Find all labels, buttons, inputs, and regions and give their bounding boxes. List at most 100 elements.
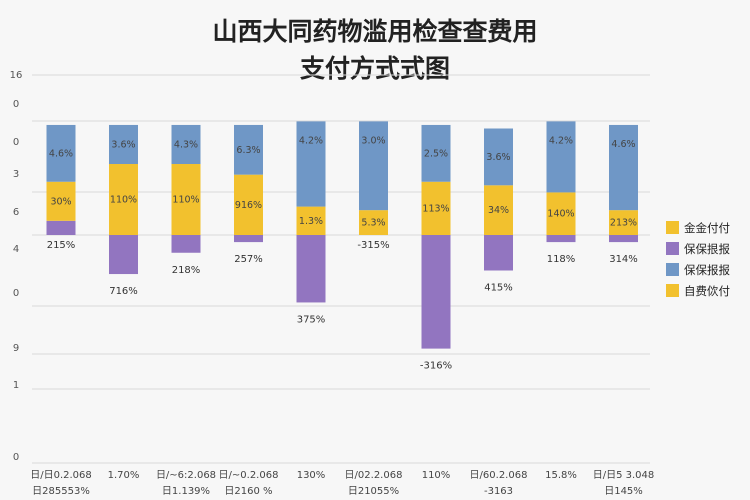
- purple-segment-label: 314%: [609, 254, 638, 265]
- x-tick-sublabel: 日285553%: [32, 486, 90, 497]
- blue-segment-label: 4.6%: [611, 139, 635, 150]
- y-tick-label: 0: [13, 452, 19, 463]
- chart-title-line-2: 支付方式式图: [300, 54, 450, 83]
- yellow-segment-label: 34%: [488, 205, 509, 216]
- bar-yellow-segment: [421, 181, 451, 235]
- purple-segment-label: 415%: [484, 283, 513, 294]
- legend-label: 金金付付: [684, 221, 730, 235]
- bar-yellow-segment: [46, 181, 76, 221]
- bar-blue-segment: [296, 121, 326, 207]
- purple-segment-label: 118%: [547, 254, 576, 265]
- bar-blue-segment: [484, 128, 513, 186]
- bar-yellow-segment: [546, 192, 576, 235]
- purple-segment-label: 716%: [109, 286, 138, 297]
- blue-segment-label: 4.6%: [49, 148, 73, 159]
- bar-blue-segment: [421, 124, 451, 182]
- yellow-segment-label: 140%: [547, 209, 574, 220]
- x-tick-label: 日/60.2.068: [470, 470, 528, 481]
- yellow-segment-label: 113%: [422, 203, 449, 214]
- y-tick-label: 16: [10, 70, 23, 81]
- x-tick-label: 日/日0.2.068: [30, 470, 92, 481]
- blue-segment-label: 3.6%: [111, 139, 135, 150]
- x-tick-label: 130%: [297, 470, 326, 481]
- y-tick-label: 3: [13, 169, 19, 180]
- y-tick-label: 0: [13, 137, 19, 148]
- bar-purple-segment: [296, 235, 326, 303]
- bar-yellow-segment: [609, 210, 638, 235]
- yellow-segment-label: 110%: [172, 195, 199, 206]
- y-tick-label: 4: [13, 244, 19, 255]
- x-tick-sublabel: 日21055%: [348, 486, 399, 497]
- purple-segment-label: -316%: [420, 361, 452, 372]
- x-tick-label: 日/02.2.068: [345, 470, 403, 481]
- yellow-segment-label: 110%: [110, 195, 137, 206]
- bar-yellow-segment: [234, 174, 263, 235]
- purple-segment-label: 215%: [47, 240, 76, 251]
- x-tick-sublabel: 日1.139%: [162, 486, 210, 497]
- bar-purple-segment: [234, 235, 263, 243]
- bar-yellow-segment: [484, 185, 513, 235]
- legend-swatch: [666, 221, 679, 234]
- bar-blue-segment: [46, 124, 76, 182]
- bars: [46, 121, 638, 349]
- y-tick-label: 9: [13, 343, 19, 354]
- bar-purple-segment: [109, 235, 138, 275]
- x-tick-sublabel: -3163: [484, 486, 513, 497]
- yellow-segment-label: 1.3%: [299, 216, 323, 227]
- legend-label: 自费佽付: [684, 284, 730, 298]
- purple-segment-label: 375%: [297, 314, 326, 325]
- x-tick-label: 日/日5 3.048: [593, 470, 655, 481]
- x-axis-ticks: 日/日0.2.068 日285553% 1.70% 日/~6:2.068 日1.139%…: [30, 470, 654, 497]
- bar-blue-segment: [546, 121, 576, 193]
- bar-purple-segment: [484, 235, 513, 271]
- blue-segment-label: 2.5%: [424, 148, 448, 159]
- legend-label: 保保报报: [684, 263, 730, 277]
- bar-yellow-segment: [109, 164, 138, 235]
- legend-swatch: [666, 284, 679, 297]
- blue-segment-label: 4.3%: [174, 139, 198, 150]
- x-tick-sublabel: 日2160 %: [224, 486, 272, 497]
- y-axis-ticks: 16 0 0 3 6 4 0 9 1 0: [10, 70, 23, 463]
- y-tick-label: 1: [13, 380, 19, 391]
- bar-purple-segment: [421, 235, 451, 349]
- yellow-segment-label: 30%: [50, 196, 71, 207]
- bar-blue-segment: [609, 124, 638, 211]
- y-tick-label: 0: [13, 99, 19, 110]
- blue-segment-label: 4.2%: [549, 135, 573, 146]
- blue-segment-label: 4.2%: [299, 135, 323, 146]
- legend-label: 保保拫报: [684, 242, 730, 256]
- y-tick-label: 0: [13, 288, 19, 299]
- legend-swatch: [666, 263, 679, 276]
- chart-title-line-1: 山西大同药物滥用检查查费用: [212, 17, 537, 46]
- blue-segment-label: 3.0%: [361, 135, 385, 146]
- legend-swatch: [666, 242, 679, 255]
- bar-blue-segment: [234, 124, 263, 175]
- purple-segment-label: 218%: [172, 265, 201, 276]
- bar-yellow-segment: [359, 210, 388, 235]
- bar-purple-segment: [171, 235, 201, 253]
- bar-purple-segment: [546, 235, 576, 243]
- yellow-segment-label: 213%: [610, 218, 637, 229]
- bar-purple-segment: [609, 235, 638, 243]
- x-tick-label: 1.70%: [108, 470, 140, 481]
- x-tick-label: 日/~0.2.068: [219, 470, 279, 481]
- data-labels: 4.6% 30% 215% 3.6% 110% 716% 4.3% 110% 218% 6.3% 9…: [47, 135, 638, 371]
- bar-blue-segment: [109, 124, 138, 164]
- bar-purple-segment: [46, 220, 76, 235]
- bar-yellow-segment: [171, 164, 201, 235]
- yellow-segment-label: 5.3%: [361, 218, 385, 229]
- bar-blue-segment: [171, 124, 201, 164]
- y-tick-label: 6: [13, 207, 19, 218]
- x-tick-label: 110%: [422, 470, 451, 481]
- blue-segment-label: 3.6%: [486, 152, 510, 163]
- bar-blue-segment: [359, 121, 388, 211]
- x-tick-label: 15.8%: [545, 470, 577, 481]
- purple-segment-label: 257%: [234, 254, 263, 265]
- yellow-segment-label: 916%: [235, 200, 262, 211]
- purple-segment-label: -315%: [357, 240, 389, 251]
- bar-yellow-segment: [296, 206, 326, 235]
- x-tick-label: 日/~6:2.068: [156, 470, 216, 481]
